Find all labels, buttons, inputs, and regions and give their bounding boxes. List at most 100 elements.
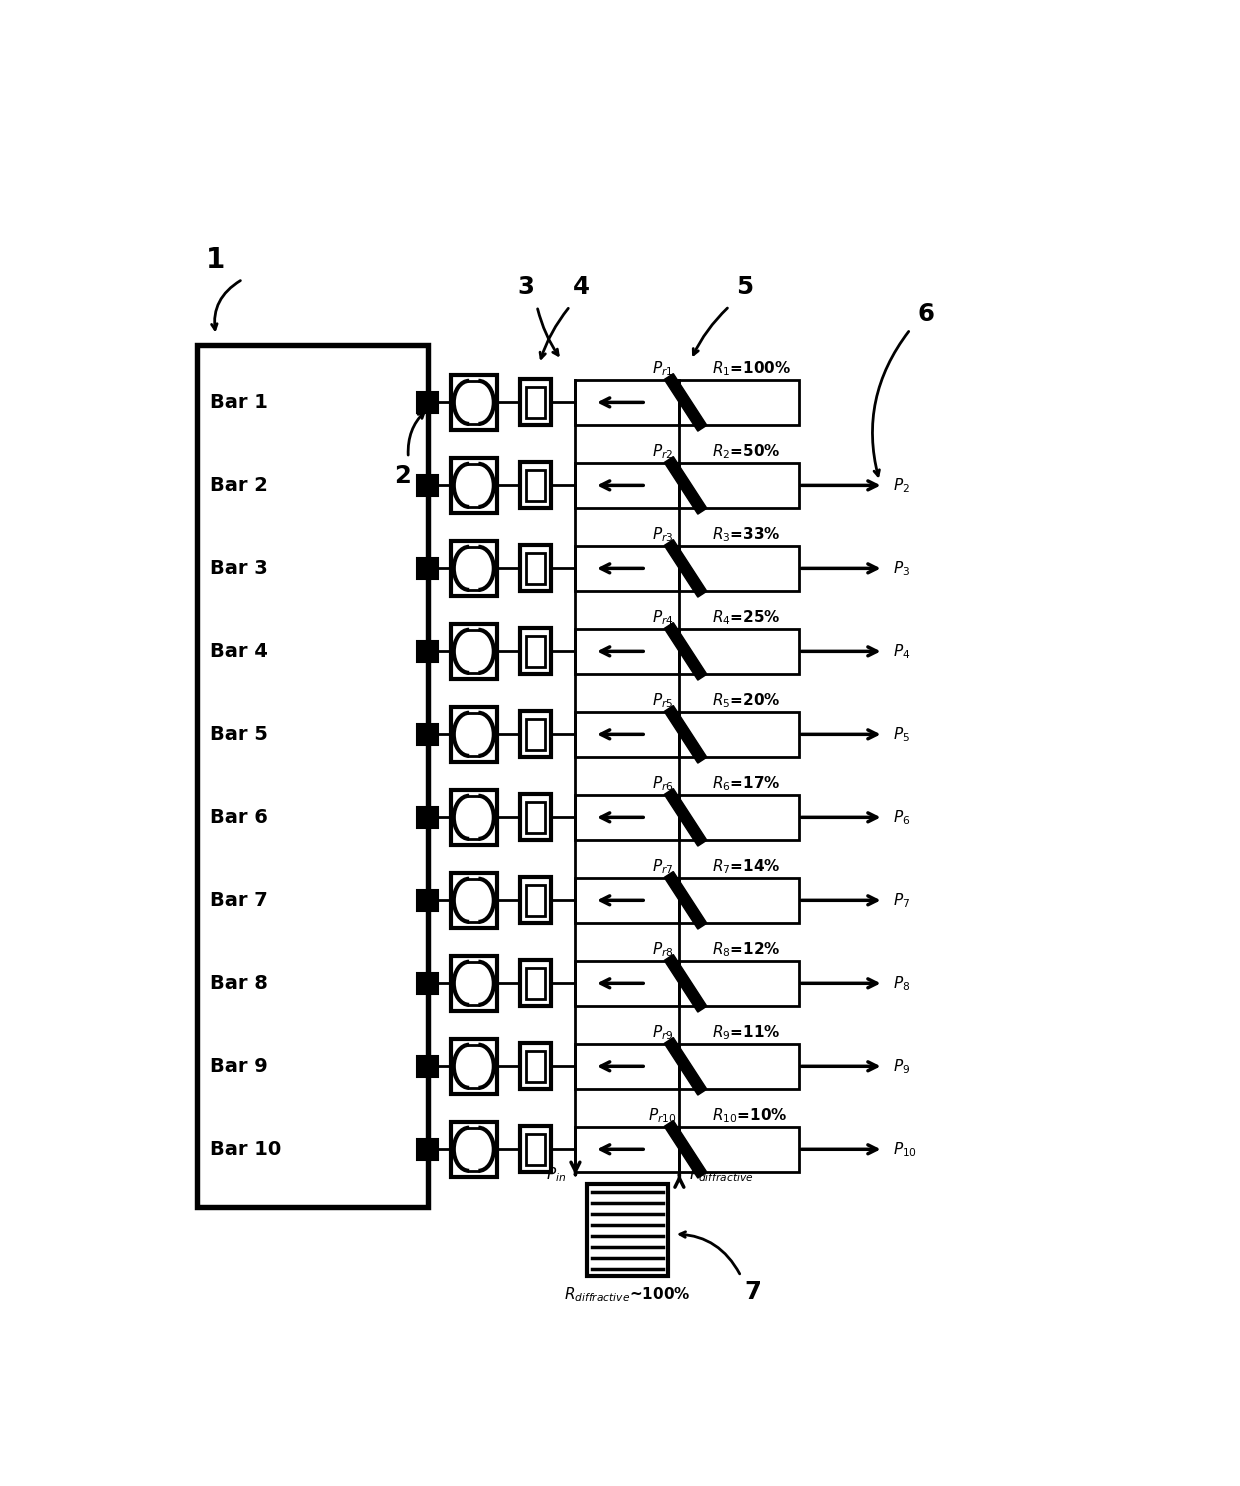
Text: Bar 10: Bar 10 — [211, 1140, 281, 1159]
Bar — [680, 1045, 799, 1089]
Polygon shape — [665, 1037, 707, 1095]
Text: $R_{5}$=20%: $R_{5}$=20% — [712, 691, 780, 710]
Bar — [520, 545, 551, 591]
Text: $P_{r5}$: $P_{r5}$ — [652, 691, 673, 710]
Bar — [575, 629, 680, 673]
Text: Bar 2: Bar 2 — [211, 476, 268, 495]
Bar — [680, 629, 799, 673]
Polygon shape — [665, 456, 707, 514]
Polygon shape — [665, 623, 707, 681]
Text: $P_{r6}$: $P_{r6}$ — [651, 774, 673, 792]
Bar — [575, 1126, 680, 1171]
Text: $R_{8}$=12%: $R_{8}$=12% — [712, 941, 780, 958]
Bar — [450, 707, 497, 762]
Bar — [680, 712, 799, 756]
Bar — [575, 1045, 680, 1089]
Text: Bar 4: Bar 4 — [211, 642, 268, 661]
Bar — [680, 380, 799, 425]
Bar — [526, 802, 544, 832]
Bar — [680, 545, 799, 591]
Bar — [526, 386, 544, 418]
Bar — [197, 345, 428, 1207]
Text: $P_{5}$: $P_{5}$ — [893, 725, 910, 743]
Text: Bar 1: Bar 1 — [211, 392, 268, 412]
Bar — [575, 795, 680, 840]
Polygon shape — [665, 706, 707, 764]
Bar — [520, 379, 551, 425]
Bar — [450, 541, 497, 596]
Bar — [417, 1055, 439, 1077]
Text: $P_{r7}$: $P_{r7}$ — [652, 857, 673, 875]
Text: $R_{7}$=14%: $R_{7}$=14% — [712, 857, 780, 875]
Text: $P_{r10}$: $P_{r10}$ — [649, 1106, 677, 1125]
Bar — [520, 629, 551, 675]
Text: $P_{r1}$: $P_{r1}$ — [652, 360, 673, 377]
Text: $P_{8}$: $P_{8}$ — [893, 973, 910, 993]
Bar — [575, 961, 680, 1006]
Bar — [417, 890, 439, 911]
Bar — [450, 374, 497, 429]
Text: $P_{3}$: $P_{3}$ — [893, 559, 910, 578]
Bar — [520, 462, 551, 508]
Text: $P_{in}$: $P_{in}$ — [546, 1165, 567, 1184]
Text: $R_{1}$=100%: $R_{1}$=100% — [712, 360, 791, 377]
Bar — [680, 795, 799, 840]
Polygon shape — [665, 872, 707, 929]
Text: $P_{diffractive}$: $P_{diffractive}$ — [688, 1165, 754, 1184]
Text: $P_{r9}$: $P_{r9}$ — [652, 1022, 673, 1042]
Bar — [680, 1126, 799, 1171]
Bar — [575, 545, 680, 591]
Polygon shape — [665, 954, 707, 1012]
Bar — [450, 1122, 497, 1177]
Text: $R_{6}$=17%: $R_{6}$=17% — [712, 774, 780, 792]
Text: $R_{3}$=33%: $R_{3}$=33% — [712, 525, 780, 544]
Bar — [450, 458, 497, 513]
Text: $P_{7}$: $P_{7}$ — [893, 892, 910, 909]
Bar — [680, 464, 799, 508]
Bar — [450, 872, 497, 929]
Bar — [417, 972, 439, 994]
Bar — [417, 557, 439, 580]
Bar — [417, 474, 439, 496]
Bar — [417, 724, 439, 744]
Text: 6: 6 — [918, 302, 934, 325]
Bar — [526, 470, 544, 501]
Bar — [520, 712, 551, 758]
Text: 4: 4 — [573, 275, 590, 299]
Text: Bar 6: Bar 6 — [211, 808, 268, 826]
Text: Bar 7: Bar 7 — [211, 890, 268, 909]
Text: $P_{6}$: $P_{6}$ — [893, 808, 910, 826]
Bar — [526, 636, 544, 667]
Text: $R_{9}$=11%: $R_{9}$=11% — [712, 1022, 780, 1042]
Text: $P_{10}$: $P_{10}$ — [893, 1140, 916, 1159]
Bar — [587, 1184, 668, 1276]
Text: $P_{2}$: $P_{2}$ — [893, 476, 910, 495]
Text: Bar 9: Bar 9 — [211, 1057, 268, 1076]
Bar — [526, 886, 544, 915]
Bar — [526, 1051, 544, 1082]
Bar — [417, 640, 439, 663]
Text: $P_{9}$: $P_{9}$ — [893, 1057, 910, 1076]
Text: Bar 3: Bar 3 — [211, 559, 268, 578]
Bar — [526, 967, 544, 999]
Bar — [417, 807, 439, 828]
Bar — [520, 877, 551, 923]
Bar — [575, 380, 680, 425]
Bar — [520, 960, 551, 1006]
Text: $R_{diffractive}$~100%: $R_{diffractive}$~100% — [564, 1285, 691, 1305]
Bar — [575, 878, 680, 923]
Bar — [526, 1134, 544, 1165]
Text: 5: 5 — [737, 275, 754, 299]
Text: $P_{r2}$: $P_{r2}$ — [652, 441, 673, 461]
Bar — [417, 392, 439, 413]
Text: 7: 7 — [744, 1279, 761, 1303]
Text: $P_{r4}$: $P_{r4}$ — [651, 608, 673, 627]
Text: $P_{r3}$: $P_{r3}$ — [652, 525, 673, 544]
Bar — [417, 1138, 439, 1161]
Bar — [450, 624, 497, 679]
Bar — [575, 712, 680, 756]
Text: 1: 1 — [206, 247, 226, 273]
Text: 3: 3 — [517, 275, 534, 299]
Text: 2: 2 — [394, 464, 412, 487]
Bar — [450, 1039, 497, 1094]
